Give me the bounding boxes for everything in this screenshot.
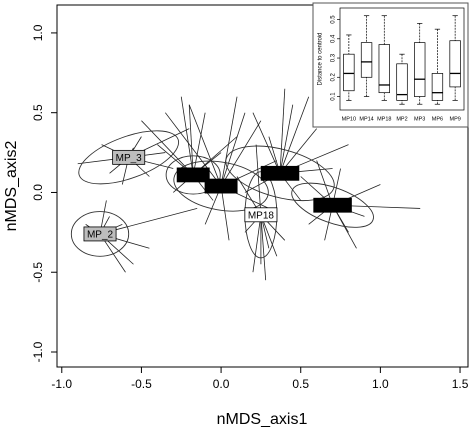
inset-y-tick-label: 0.5 [331, 15, 337, 24]
spider-line [279, 88, 286, 174]
group-centroid [244, 207, 278, 223]
inset-x-tick-label: MP9 [449, 116, 460, 122]
group-label: MP_10 [317, 201, 349, 212]
inset-x-tick-label: MP3 [414, 116, 425, 122]
spider-line [165, 112, 222, 187]
box [449, 40, 461, 88]
spider-line [192, 112, 206, 175]
x-tick-label: 1.0 [372, 377, 389, 391]
spider-line [220, 96, 238, 187]
y-tick-label: 0.0 [31, 184, 45, 201]
box [414, 42, 426, 97]
spider-line [255, 144, 262, 215]
x-tick-label: -1.0 [51, 377, 72, 391]
group-label: MP18 [248, 210, 275, 221]
spider-line [260, 214, 267, 281]
box [343, 53, 355, 92]
inset-plot-frame [339, 7, 465, 111]
inset-y-tick-label: 0.4 [331, 34, 337, 43]
group-label: MP_3 [116, 153, 143, 164]
spider-line [188, 104, 222, 187]
inset-x-tick-label: MP10 [342, 116, 356, 122]
x-axis-label: nMDS_axis1 [217, 411, 308, 428]
group-centroid [260, 165, 300, 181]
inset-x-tick-label: MP6 [432, 116, 443, 122]
inset-y-tick-label: 0.2 [331, 72, 337, 81]
y-tick-label: 1.0 [31, 24, 45, 41]
y-tick-label: -1.0 [31, 341, 45, 362]
group-centroid [313, 197, 352, 213]
spider-line [220, 112, 246, 187]
inset-y-tick-label: 0.3 [331, 53, 337, 62]
x-tick-label: 1.5 [452, 377, 469, 391]
inset-x-tick-label: MP18 [377, 116, 391, 122]
spider-line [279, 104, 294, 174]
inset-x-tick-label: MP2 [396, 116, 407, 122]
spider-line [252, 214, 262, 273]
x-tick-label: -0.5 [131, 377, 152, 391]
ellipse [165, 155, 221, 195]
spider-line [180, 96, 194, 175]
box [360, 42, 373, 78]
x-tick-label: 0.0 [213, 377, 230, 391]
group-centroid [204, 178, 238, 194]
ellipse [78, 130, 180, 185]
x-tick-label: 0.5 [292, 377, 309, 391]
inset-x-tick-label: MP14 [359, 116, 373, 122]
spider-line [220, 120, 262, 187]
ellipse [70, 211, 130, 257]
spider-line [252, 112, 281, 174]
spider-line [279, 96, 310, 174]
spider-line [220, 186, 230, 241]
box [396, 63, 408, 101]
box [378, 44, 390, 94]
spider-line [316, 160, 333, 206]
box [431, 73, 444, 101]
group-centroid [83, 226, 117, 242]
group-label: MP_2 [87, 230, 114, 241]
group-label: MP_9 [208, 182, 235, 193]
ellipse [291, 182, 374, 228]
group-label: MP_6 [180, 171, 207, 182]
plot-frame [56, 4, 469, 368]
group-centroid [176, 167, 210, 183]
spider-line [279, 128, 317, 174]
inset-y-label: Distance to centroid [318, 32, 324, 85]
y-tick-label: -0.5 [31, 262, 45, 283]
group-label: MP_14 [264, 169, 296, 180]
group-centroid [112, 149, 146, 165]
inset-y-tick-label: 0.1 [331, 92, 337, 101]
ellipse [225, 145, 335, 202]
y-tick-label: 0.5 [31, 104, 45, 121]
inset-frame [312, 2, 469, 128]
y-axis-label: nMDS_axis2 [3, 141, 20, 232]
